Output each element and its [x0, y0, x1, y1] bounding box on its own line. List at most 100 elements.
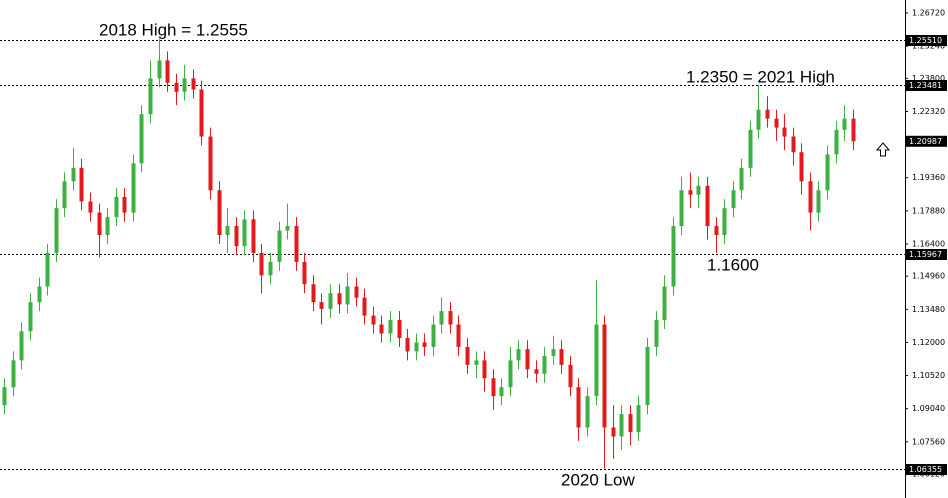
candle-body	[105, 217, 110, 236]
candle-body	[474, 360, 479, 365]
candle-body	[19, 331, 24, 361]
level-label-box	[906, 80, 947, 91]
candle-body	[302, 261, 307, 285]
candle-body	[482, 360, 487, 379]
annotation: 1.2350 = 2021 High	[686, 67, 835, 86]
candle-body	[696, 185, 701, 195]
level-label-box	[906, 35, 947, 46]
candle-body	[337, 293, 342, 305]
level-label-box	[906, 249, 947, 260]
candle-body	[508, 360, 513, 388]
level-label: 1.06355	[909, 465, 942, 474]
candle-body	[371, 315, 376, 325]
candle-body	[259, 252, 264, 276]
candle-body	[328, 293, 333, 309]
candle-body	[311, 284, 316, 303]
candle-body	[791, 136, 796, 153]
candle-body	[294, 226, 299, 262]
candle-body	[722, 208, 727, 236]
candle-body	[217, 190, 222, 236]
candle-body	[388, 320, 393, 334]
y-tick-label: 1.22320	[912, 107, 945, 116]
candle-body	[319, 302, 324, 309]
y-tick-label: 1.16400	[912, 239, 945, 248]
candle-body	[131, 163, 136, 213]
y-tick-label: 1.13480	[912, 305, 945, 314]
annotation: 1.1600	[707, 255, 759, 274]
candle-body	[645, 346, 650, 406]
candle-body	[422, 342, 427, 347]
current-price-box	[906, 135, 947, 147]
candle-body	[559, 349, 564, 365]
candle-body	[79, 167, 84, 202]
candle-body	[576, 387, 581, 428]
candle-body	[825, 154, 830, 191]
candle-body	[414, 342, 419, 352]
candle-body	[611, 427, 616, 437]
candle-body	[45, 252, 50, 287]
candle-body	[88, 201, 93, 213]
candle-body	[688, 190, 693, 195]
candle-body	[97, 212, 102, 236]
candle-body	[602, 324, 607, 428]
candle-body	[756, 109, 761, 130]
y-tick-label: 1.09040	[912, 404, 945, 413]
candle-body	[739, 167, 744, 191]
candle-body	[679, 190, 684, 227]
candle-body	[499, 387, 504, 397]
candle-body	[534, 369, 539, 374]
candle-body	[774, 118, 779, 128]
candle-body	[277, 230, 282, 262]
annotation: 2018 High = 1.2555	[99, 20, 248, 39]
candle-body	[362, 297, 367, 316]
candle-body	[54, 208, 59, 253]
candle-body	[28, 302, 33, 332]
candle-body	[379, 324, 384, 334]
candle-body	[799, 152, 804, 182]
candle-body	[662, 286, 667, 321]
candle-body	[842, 118, 847, 130]
candle-body	[114, 196, 119, 218]
level-label-box	[906, 464, 947, 475]
y-tick-label: 1.14960	[912, 272, 945, 281]
candle-body	[165, 60, 170, 83]
candle-body	[157, 60, 162, 79]
candle-body	[191, 78, 196, 90]
candle-body	[182, 78, 187, 92]
candle-body	[525, 349, 530, 370]
candle-body	[594, 324, 599, 397]
y-tick-label: 1.12000	[912, 338, 945, 347]
candle-body	[585, 396, 590, 428]
candle-body	[234, 226, 239, 247]
candle-body	[448, 311, 453, 325]
candle-body	[208, 136, 213, 191]
candle-body	[11, 360, 16, 388]
candle-body	[636, 405, 641, 432]
candle-body	[808, 181, 813, 213]
candle-body	[251, 219, 256, 253]
candle-body	[37, 286, 42, 303]
candle-body	[148, 78, 153, 115]
y-tick-label: 1.19360	[912, 173, 945, 182]
candle-body	[628, 414, 633, 432]
candle-body	[122, 196, 127, 213]
candle-body	[439, 311, 444, 325]
candle-body	[568, 364, 573, 388]
y-tick-label: 1.23800	[912, 74, 945, 83]
candle-body	[268, 261, 273, 276]
y-tick-label: 1.07560	[912, 437, 945, 446]
candle-body	[748, 129, 753, 168]
candle-body	[731, 190, 736, 209]
candle-body	[62, 181, 67, 209]
candle-body	[491, 378, 496, 397]
candle-body	[199, 89, 204, 137]
candle-body	[71, 167, 76, 182]
candle-body	[551, 349, 556, 356]
candle-body	[354, 286, 359, 298]
candle-body	[714, 226, 719, 236]
y-tick-label: 1.17880	[912, 206, 945, 215]
candle-body	[516, 349, 521, 361]
candle-body	[2, 387, 7, 406]
level-label: 1.23481	[909, 81, 942, 90]
annotation: 2020 Low	[561, 470, 635, 489]
